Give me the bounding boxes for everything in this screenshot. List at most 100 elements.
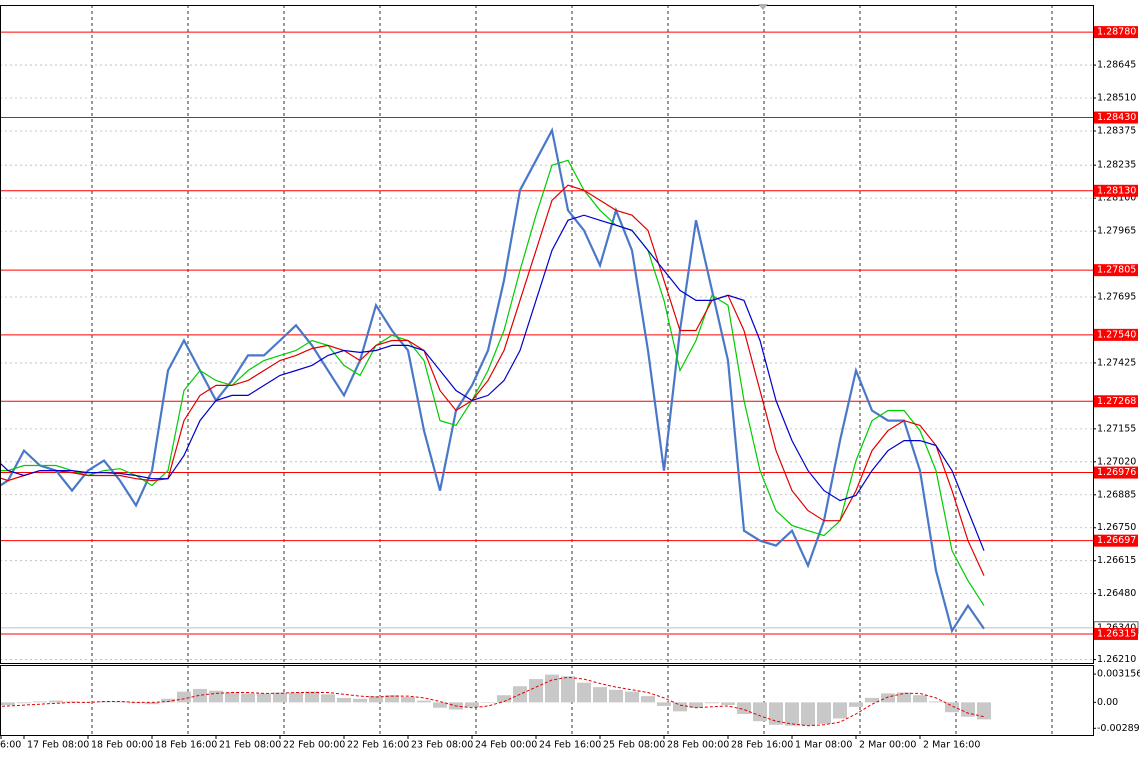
histogram-bar xyxy=(49,700,63,703)
histogram-bar xyxy=(785,702,799,726)
x-tick-label: 21 Feb 08:00 xyxy=(219,740,281,751)
histogram-bar xyxy=(353,698,367,703)
histogram-bar xyxy=(721,702,735,706)
histogram-bar xyxy=(305,691,319,703)
level-box xyxy=(1094,395,1138,408)
y-tick-label: 1.26750 xyxy=(1097,522,1136,533)
histogram-bar xyxy=(657,702,671,706)
level-label: 1.28780 xyxy=(1097,27,1136,38)
histogram-bar xyxy=(961,702,975,717)
moving-average xyxy=(0,214,985,551)
y-tick-label: 0.00 xyxy=(1097,697,1118,708)
histogram-bar xyxy=(833,702,847,719)
x-tick-label: 18 Feb 00:00 xyxy=(91,740,153,751)
y-tick-label: 1.26885 xyxy=(1097,489,1136,500)
histogram-bar xyxy=(257,693,271,703)
histogram-bar xyxy=(225,692,239,703)
x-tick-label: 22 Feb 00:00 xyxy=(283,740,345,751)
histogram-bar xyxy=(321,694,335,703)
x-tick-label: 24 Feb 16:00 xyxy=(539,740,601,751)
level-label: 1.27540 xyxy=(1097,329,1136,340)
level-label: 1.26315 xyxy=(1097,628,1136,639)
histogram-bar xyxy=(369,696,383,703)
histogram-bar xyxy=(113,701,127,703)
level-label: 1.26976 xyxy=(1097,467,1136,478)
x-tick-label: 25 Feb 08:00 xyxy=(603,740,665,751)
histogram-bar xyxy=(753,702,767,722)
histogram-bar xyxy=(593,687,607,703)
histogram-bar xyxy=(17,702,31,704)
histogram-bar xyxy=(705,702,719,704)
level-box xyxy=(1094,26,1138,39)
histogram-bar xyxy=(689,702,703,708)
y-tick-label: 1.28510 xyxy=(1097,93,1136,104)
histogram-bar xyxy=(929,701,943,703)
x-tick-label: 6:00 xyxy=(0,740,21,751)
level-box xyxy=(1094,264,1138,277)
histogram-bar xyxy=(177,691,191,703)
histogram-bar xyxy=(913,695,927,703)
level-label: 1.27805 xyxy=(1097,265,1136,276)
shift-marker xyxy=(758,4,768,10)
histogram-bar xyxy=(865,697,879,703)
price-frame xyxy=(0,5,1094,664)
x-tick-label: 22 Feb 16:00 xyxy=(347,740,409,751)
histogram-bar xyxy=(801,702,815,726)
histogram-bar xyxy=(1,702,15,706)
histogram-bar xyxy=(641,696,655,703)
histogram-bar xyxy=(945,702,959,713)
histogram-bar xyxy=(273,692,287,703)
histogram-bar xyxy=(673,702,687,712)
level-box xyxy=(1094,328,1138,341)
x-tick-label: 28 Feb 16:00 xyxy=(731,740,793,751)
histogram-bar xyxy=(545,674,559,703)
histogram-bar xyxy=(577,682,591,703)
x-tick-label: 2 Mar 16:00 xyxy=(923,740,980,751)
macd-frame xyxy=(0,665,1094,736)
histogram-bar xyxy=(497,695,511,703)
x-tick-label: 28 Feb 00:00 xyxy=(667,740,729,751)
level-label: 1.27268 xyxy=(1097,396,1136,407)
histogram-bar xyxy=(129,702,143,704)
macd-panel xyxy=(0,674,991,727)
y-tick-label: 1.27425 xyxy=(1097,357,1136,368)
histogram-bar xyxy=(145,702,159,705)
histogram-bar xyxy=(977,702,991,720)
histogram-bar xyxy=(881,693,895,703)
histogram-bar xyxy=(481,702,495,703)
y-tick-label: 1.27965 xyxy=(1097,226,1136,237)
histogram-bar xyxy=(737,702,751,715)
price-line xyxy=(0,127,985,634)
vertical-grid xyxy=(91,5,1053,735)
x-tick-label: 17 Feb 08:00 xyxy=(27,740,89,751)
histogram-bar xyxy=(33,701,47,703)
level-label: 1.28130 xyxy=(1097,185,1136,196)
level-label: 1.28430 xyxy=(1097,112,1136,123)
level-box xyxy=(1094,111,1138,124)
histogram-bar xyxy=(193,688,207,703)
y-tick-label: 1.28375 xyxy=(1097,125,1136,136)
histogram-bar xyxy=(529,679,543,703)
x-tick-label: 2 Mar 00:00 xyxy=(859,740,916,751)
y-tick-label: 0.003156 xyxy=(1097,669,1140,680)
x-tick-label: 23 Feb 08:00 xyxy=(411,740,473,751)
axes: 1.28645 1.28510 1.28375 1.28235 1.28100 1.279… xyxy=(0,26,1140,751)
y-tick-label: 1.27155 xyxy=(1097,423,1136,434)
y-tick-label: 1.28235 xyxy=(1097,160,1136,171)
signal-line xyxy=(0,676,985,727)
level-box xyxy=(1094,534,1138,547)
histogram-bar xyxy=(609,689,623,703)
histogram-bar xyxy=(849,702,863,707)
y-tick-label: 1.28100 xyxy=(1097,193,1136,204)
histogram-bar xyxy=(561,676,575,703)
histogram-bar xyxy=(385,695,399,703)
level-label: 1.26697 xyxy=(1097,535,1136,546)
histogram-bar xyxy=(625,691,639,703)
histogram-bar xyxy=(337,697,351,703)
histogram-bar xyxy=(161,698,175,703)
histogram-bar xyxy=(897,692,911,703)
histogram-bar xyxy=(817,702,831,724)
